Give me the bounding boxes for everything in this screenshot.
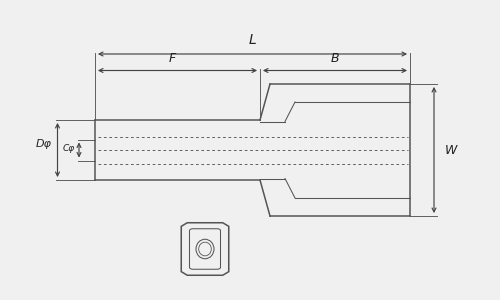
- Text: Cφ: Cφ: [63, 144, 75, 153]
- Text: B: B: [330, 52, 340, 65]
- Text: Dφ: Dφ: [36, 139, 52, 149]
- Text: W: W: [445, 143, 458, 157]
- Text: F: F: [169, 52, 176, 65]
- Text: L: L: [248, 33, 256, 47]
